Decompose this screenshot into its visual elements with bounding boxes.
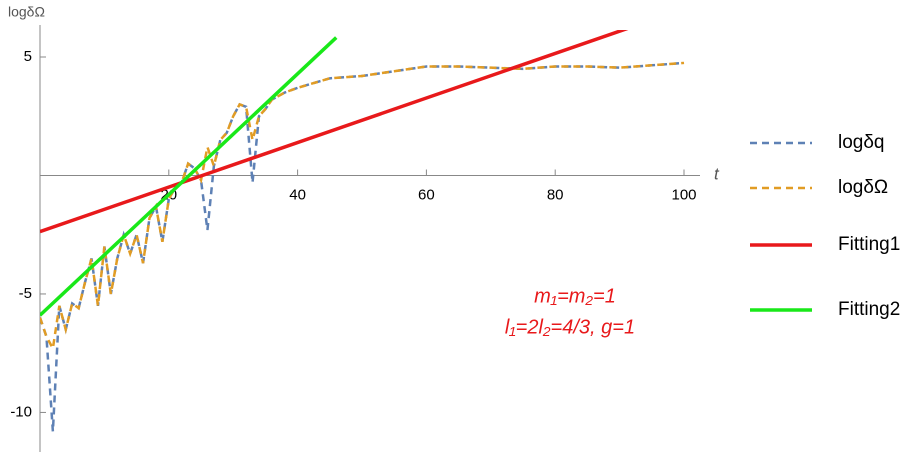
x-tick-label: 80 — [547, 186, 564, 203]
series-line — [40, 30, 629, 234]
plot-area — [40, 30, 685, 432]
annotation: l₁=2l₂=4/3, g=1 — [505, 316, 635, 338]
y-tick-label: -5 — [19, 285, 32, 302]
legend-label: logδq — [838, 132, 885, 153]
legend-label: Fitting1 — [838, 234, 900, 255]
x-tick-label: 60 — [418, 186, 435, 203]
annotation: m₁=m₂=1 — [534, 285, 616, 307]
legend-label: logδΩ — [838, 177, 888, 198]
legend-label: Fitting2 — [838, 299, 900, 320]
x-axis-label: t — [714, 164, 720, 183]
series-line — [40, 61, 685, 432]
series-line — [40, 36, 338, 317]
y-axis-label: logδΩ — [8, 4, 45, 20]
y-tick-label: -10 — [10, 403, 32, 420]
x-tick-label: 40 — [289, 186, 306, 203]
y-tick-label: 5 — [24, 48, 32, 65]
x-tick-label: 100 — [671, 186, 696, 203]
series-line — [40, 61, 685, 353]
